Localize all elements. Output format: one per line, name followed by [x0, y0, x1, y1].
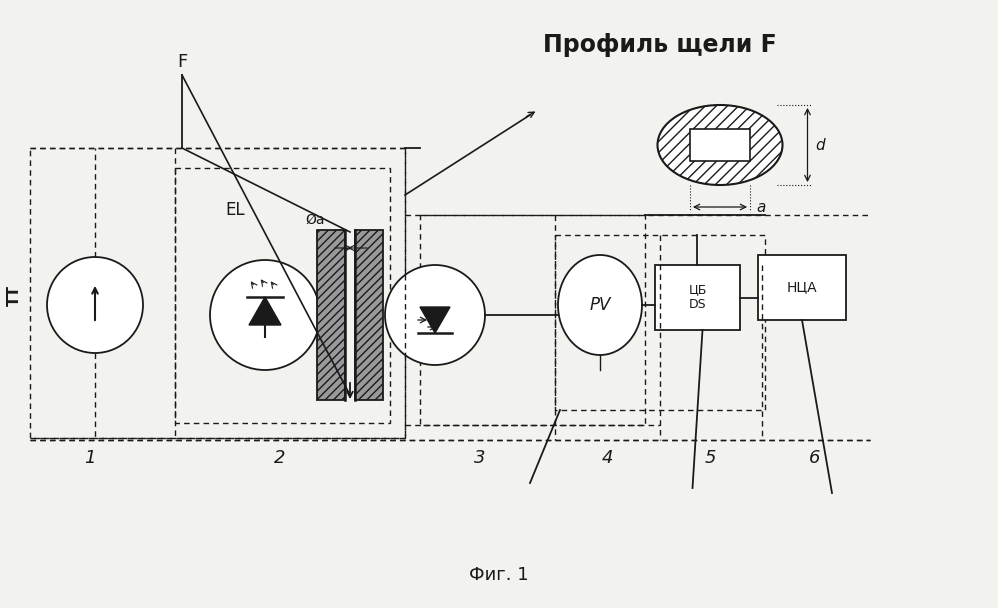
Ellipse shape — [658, 105, 782, 185]
Polygon shape — [758, 255, 846, 320]
Text: 6: 6 — [809, 449, 820, 467]
Text: EL: EL — [226, 201, 245, 219]
Text: F: F — [177, 53, 187, 71]
Text: 4: 4 — [601, 449, 613, 467]
Circle shape — [210, 260, 320, 370]
Text: d: d — [815, 137, 825, 153]
Text: 2: 2 — [274, 449, 285, 467]
Text: Øa: Øa — [305, 213, 324, 227]
Text: PV: PV — [589, 296, 611, 314]
Bar — [317, 230, 345, 400]
Text: Профиль щели F: Профиль щели F — [543, 33, 776, 57]
Circle shape — [385, 265, 485, 365]
Polygon shape — [420, 307, 450, 333]
Text: 3: 3 — [474, 449, 486, 467]
Text: 5: 5 — [705, 449, 716, 467]
Text: ТТ: ТТ — [7, 285, 22, 305]
Polygon shape — [690, 129, 750, 161]
Text: НЦА: НЦА — [786, 280, 817, 294]
Circle shape — [47, 257, 143, 353]
Text: 1: 1 — [84, 449, 96, 467]
Polygon shape — [655, 265, 740, 330]
Text: a: a — [756, 199, 765, 215]
Text: Фиг. 1: Фиг. 1 — [469, 566, 529, 584]
Ellipse shape — [558, 255, 642, 355]
Bar — [355, 230, 383, 400]
Text: ЦБ
DS: ЦБ DS — [689, 283, 707, 311]
Polygon shape — [249, 297, 281, 325]
